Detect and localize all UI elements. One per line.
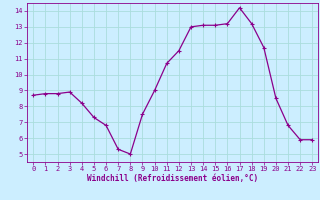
X-axis label: Windchill (Refroidissement éolien,°C): Windchill (Refroidissement éolien,°C) [87, 174, 258, 183]
